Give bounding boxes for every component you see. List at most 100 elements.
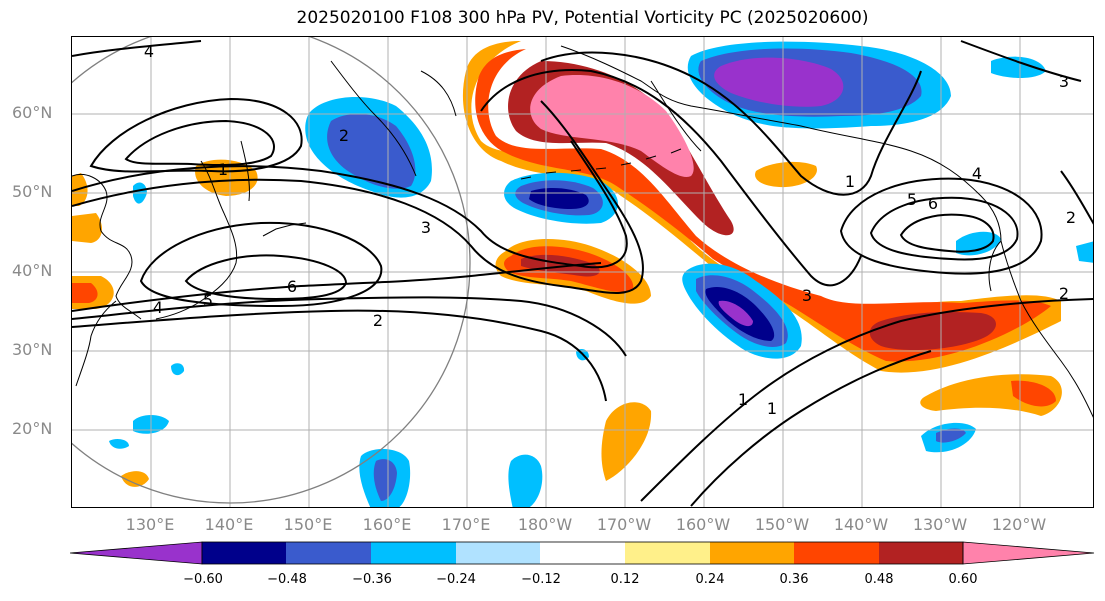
contour-label: 3	[802, 286, 812, 305]
contour-label: 2	[1066, 208, 1076, 227]
contour-label: 2	[373, 311, 383, 330]
pv-negative-alaska-core	[714, 57, 844, 107]
pv-negative-bc	[956, 231, 1001, 256]
lon-label-180w: 180°W	[517, 515, 573, 534]
contour-west-system-2	[72, 296, 627, 357]
colorbar-swatch-pos036	[794, 542, 879, 564]
contour-pacific-trough-2	[480, 69, 862, 287]
asia-coastline	[72, 174, 142, 387]
lat-label-60n: 60°N	[12, 103, 53, 122]
contour-label: 2	[1059, 284, 1069, 303]
contour-label: 6	[928, 194, 938, 213]
north-america-coastline	[988, 240, 1093, 418]
contour-label: 5	[907, 190, 917, 209]
alaska-coastline	[560, 45, 1002, 242]
lon-label-130w: 130°W	[912, 515, 968, 534]
pv-negative-se-core	[936, 428, 966, 443]
colorbar-swatch-neg024	[456, 542, 540, 564]
colorbar-swatch-pos024	[710, 542, 794, 564]
pv-positive-sub	[601, 402, 652, 481]
colorbar-swatch-neg048	[286, 542, 371, 564]
contour-label: 6	[287, 277, 297, 296]
pv-negative-south-2	[508, 454, 543, 507]
colorbar-extend-low	[70, 541, 203, 565]
contour-west-system-1	[72, 262, 602, 312]
colorbar-extend-high	[962, 541, 1095, 565]
colorbar-tick: 0.24	[695, 572, 725, 587]
contour-top-right	[960, 40, 1082, 82]
contour-southeast-1	[640, 298, 1093, 502]
colorbar-tick: −0.48	[267, 572, 307, 587]
map-panel: 4 1 2 3 4 5 6 2 3 6 5 4 1 3 2 1 1 2	[71, 36, 1094, 508]
colorbar-tick: 0.12	[610, 572, 640, 587]
lon-label-150w: 150°W	[754, 515, 810, 534]
colorbar-swatch-neg036	[371, 542, 456, 564]
colorbar-tick: −0.24	[436, 572, 476, 587]
contour-label: 1	[738, 390, 748, 409]
lon-label-140e: 140°E	[204, 515, 254, 534]
contour-jet-north	[72, 100, 644, 294]
contour-west-system-3	[72, 309, 607, 402]
japan-coastline	[155, 160, 238, 320]
contour-high-2	[184, 254, 348, 301]
pv-negative-subtropic-max	[718, 300, 753, 327]
colorbar-tick: 0.60	[948, 572, 978, 587]
pv-positive-west-edge	[72, 173, 103, 243]
aleutian-islands	[520, 148, 682, 180]
contour-label: 4	[153, 298, 163, 317]
pv-negative-kamchatka-mid	[327, 114, 416, 189]
contour-label: 2	[339, 126, 349, 145]
pv-positive-streak-core	[1011, 380, 1056, 407]
lon-label-170w: 170°W	[596, 515, 652, 534]
contour-label: 1	[218, 160, 228, 179]
colorbar	[70, 541, 1095, 565]
pv-positive-region	[462, 41, 1061, 373]
kamchatka-coastline	[330, 60, 457, 177]
lat-label-30n: 30°N	[12, 340, 53, 359]
pv-positive-max	[530, 75, 694, 177]
contour-label: 4	[144, 42, 154, 61]
pv-contours	[72, 40, 1093, 507]
lon-label-160w: 160°W	[675, 515, 731, 534]
pv-negative-south-3	[109, 182, 589, 449]
contour-label-group: 4 1 2 3 4 5 6 2 3 6 5 4 1 3 2 1 1 2	[144, 42, 1076, 418]
contour-jet-north-2	[72, 140, 628, 269]
pv-positive-mid	[755, 161, 817, 188]
contour-ridge-east-1	[839, 177, 1043, 275]
colorbar-swatch-neutral	[540, 542, 625, 564]
contour-label: 3	[421, 218, 431, 237]
contour-west-upper	[89, 97, 303, 173]
colorbar-swatch-pos012	[625, 542, 710, 564]
contour-label: 1	[767, 399, 777, 418]
lat-label-50n: 50°N	[12, 182, 53, 201]
pv-negative-south-1-core	[373, 459, 397, 501]
colorbar-tick: 0.36	[779, 572, 809, 587]
contour-pacific-trough-1	[540, 51, 922, 196]
lon-label-120w: 120°W	[991, 515, 1047, 534]
lon-label-130e: 130°E	[125, 515, 175, 534]
lon-label-170e: 170°E	[441, 515, 491, 534]
lon-label-160e: 160°E	[362, 515, 412, 534]
lat-label-20n: 20°N	[12, 419, 53, 438]
colorbar-tick: −0.36	[352, 572, 392, 587]
colorbar-outline	[201, 541, 964, 565]
contour-ridge-east-3	[899, 213, 995, 253]
pv-positive-west	[195, 159, 258, 196]
lon-label-150e: 150°E	[283, 515, 333, 534]
distance-ring	[72, 37, 471, 504]
map-canvas: 4 1 2 3 4 5 6 2 3 6 5 4 1 3 2 1 1 2	[72, 37, 1093, 507]
contour-west-upper-2	[124, 119, 275, 167]
map-title: 2025020100 F108 300 hPa PV, Potential Vo…	[296, 8, 869, 28]
contour-label: 4	[972, 164, 982, 183]
contour-southeast-2	[690, 350, 932, 507]
contour-right-edge	[1060, 170, 1093, 225]
pv-shading	[72, 41, 1093, 507]
pv-positive-sub2	[121, 471, 149, 487]
lat-label-40n: 40°N	[12, 261, 53, 280]
contour-top-west	[72, 40, 202, 57]
contour-label: 1	[845, 172, 855, 191]
pv-positive-sw-core	[72, 283, 98, 303]
colorbar-tick: −0.60	[183, 572, 223, 587]
colorbar-swatch-neg060	[202, 542, 286, 564]
colorbar-tick: −0.12	[521, 572, 561, 587]
